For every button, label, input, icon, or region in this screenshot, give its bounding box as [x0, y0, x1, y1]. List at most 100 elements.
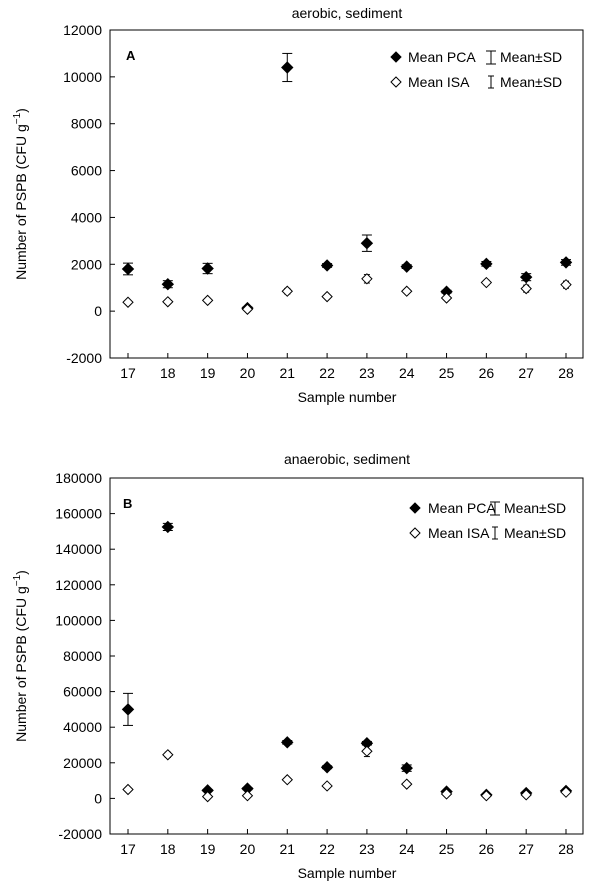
x-tick-label: 21 — [279, 365, 295, 381]
y-tick-label: 0 — [94, 303, 102, 319]
panel-a-legend-isa-sd-symbol — [488, 75, 494, 89]
panel-b-legend-pca-sd-label: Mean±SD — [504, 500, 566, 516]
isa-point-19 — [201, 294, 214, 307]
y-tick-label: 10000 — [63, 69, 102, 85]
x-tick-label: 25 — [439, 841, 455, 857]
x-tick-label: 17 — [120, 365, 136, 381]
isa-point-25 — [440, 788, 453, 800]
panel-b-legend: Mean PCA Mean±SD Mean ISA Mean±SD — [409, 500, 566, 541]
x-tick-label: 20 — [240, 365, 256, 381]
panel-b-marks — [121, 520, 573, 803]
panel-a-label: A — [126, 48, 136, 63]
isa-point-23 — [361, 745, 373, 757]
panel-b-x-ticks: 17 18 19 20 21 22 23 24 25 26 27 28 — [120, 829, 574, 857]
pca-point-21 — [281, 736, 294, 749]
pca-point-18 — [161, 277, 175, 291]
panel-b-legend-isa-label: Mean ISA — [428, 525, 490, 541]
pca-point-18 — [161, 520, 175, 534]
isa-point-26 — [480, 276, 493, 289]
panel-a-x-ticks: 17 18 19 20 21 22 23 24 25 26 27 28 — [120, 353, 574, 381]
pca-point-24 — [400, 761, 413, 775]
pca-point-17 — [121, 262, 135, 276]
pca-point-24 — [400, 260, 413, 273]
panel-a-legend-pca-label: Mean PCA — [408, 49, 476, 65]
pca-point-26 — [480, 257, 493, 271]
x-tick-label: 24 — [399, 841, 415, 857]
pca-point-27 — [519, 270, 533, 284]
panel-b-legend-isa-sd-symbol — [492, 526, 498, 540]
isa-point-17 — [122, 296, 134, 308]
x-tick-label: 27 — [518, 841, 534, 857]
x-tick-label: 22 — [319, 365, 335, 381]
x-tick-label: 28 — [558, 365, 574, 381]
panel-a-legend-isa-label: Mean ISA — [408, 74, 470, 90]
panel-a-y-axis-label: Number of PSPB (CFU g−1) — [12, 108, 29, 280]
x-tick-label: 21 — [279, 841, 295, 857]
y-tick-label: 8000 — [71, 116, 102, 132]
y-tick-label: 4000 — [71, 209, 102, 225]
y-tick-label: 120000 — [55, 577, 102, 593]
isa-point-17 — [122, 783, 134, 796]
y-tick-label: 100000 — [55, 612, 102, 628]
isa-point-19 — [201, 790, 214, 803]
x-tick-label: 17 — [120, 841, 136, 857]
y-tick-label: -2000 — [66, 350, 102, 366]
x-tick-label: 28 — [558, 841, 574, 857]
isa-point-20 — [241, 790, 254, 802]
panel-a-plot-frame — [109, 29, 584, 359]
isa-point-22 — [321, 290, 333, 303]
y-tick-label: 80000 — [63, 648, 102, 664]
panel-a: aerobic, sediment A -2000 0 2000 4000 6000 80… — [12, 5, 584, 405]
isa-point-26 — [480, 790, 493, 802]
panel-b-legend-pca-label: Mean PCA — [428, 500, 496, 516]
isa-point-21 — [281, 774, 293, 786]
panel-a-x-axis-label: Sample number — [298, 389, 397, 405]
isa-point-20 — [241, 303, 254, 315]
x-tick-label: 18 — [160, 365, 176, 381]
y-tick-label: 2000 — [71, 256, 102, 272]
panel-a-legend-isa-marker — [390, 76, 402, 88]
panel-b-legend-pca-marker — [409, 502, 421, 514]
x-tick-label: 23 — [359, 841, 375, 857]
x-tick-label: 26 — [479, 365, 495, 381]
panel-a-legend-isa-sd-label: Mean±SD — [500, 74, 562, 90]
y-tick-label: 60000 — [63, 684, 102, 700]
panel-b-legend-isa-sd-label: Mean±SD — [504, 525, 566, 541]
isa-point-22 — [321, 780, 333, 792]
panel-b-y-ticks: -20000 0 20000 40000 60000 80000 100000 120000 1… — [55, 470, 115, 842]
x-tick-label: 24 — [399, 365, 415, 381]
pca-point-28 — [559, 256, 573, 269]
x-tick-label: 20 — [240, 841, 256, 857]
panel-a-title: aerobic, sediment — [292, 5, 403, 21]
panel-b: anaerobic, sediment B -20000 0 20000 40000 6… — [12, 451, 584, 881]
panel-b-x-axis-label: Sample number — [298, 865, 397, 881]
panel-a-legend: Mean PCA Mean±SD Mean ISA Mean±SD — [390, 49, 562, 90]
pca-point-22 — [320, 259, 334, 272]
panel-b-title: anaerobic, sediment — [284, 451, 410, 467]
isa-point-25 — [440, 292, 453, 304]
panel-b-legend-pca-sd-symbol — [490, 501, 500, 516]
x-tick-label: 26 — [479, 841, 495, 857]
y-tick-label: 6000 — [71, 163, 102, 179]
pca-point-21 — [281, 61, 294, 74]
panel-a-legend-pca-sd-label: Mean±SD — [500, 49, 562, 65]
y-tick-label: -20000 — [58, 826, 102, 842]
x-tick-label: 22 — [319, 841, 335, 857]
y-tick-label: 40000 — [63, 719, 102, 735]
isa-point-24 — [401, 778, 413, 790]
y-tick-label: 12000 — [63, 22, 102, 38]
isa-point-21 — [281, 285, 293, 297]
isa-point-27 — [520, 282, 532, 295]
pca-point-17 — [121, 703, 135, 716]
panel-b-legend-isa-marker — [409, 527, 421, 539]
isa-point-28 — [560, 786, 572, 798]
isa-point-18 — [162, 749, 174, 761]
panel-a-legend-pca-marker — [390, 51, 402, 63]
y-tick-label: 20000 — [63, 755, 102, 771]
x-tick-label: 19 — [200, 365, 216, 381]
y-tick-label: 0 — [94, 790, 102, 806]
x-tick-label: 19 — [200, 841, 216, 857]
x-tick-label: 25 — [439, 365, 455, 381]
isa-point-28 — [560, 278, 572, 291]
